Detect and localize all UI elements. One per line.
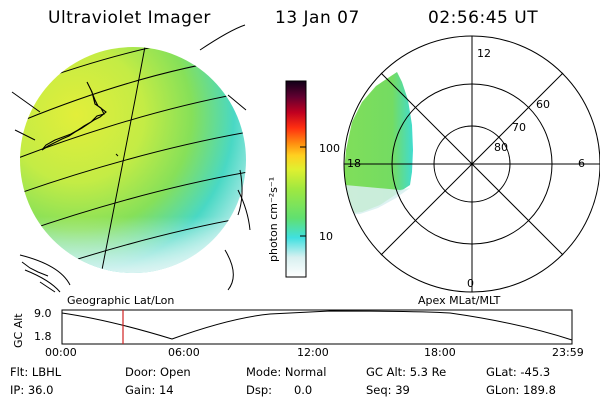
status-gc-alt: GC Alt: 5.3 Re [366,365,447,379]
status-mode: Mode: Normal [246,365,327,379]
time-label: 02:56:45 UT [428,8,539,28]
altitude-ytick-min: 1.8 [34,330,52,343]
status-seq: Seq: 39 [366,383,410,397]
mlt-label-18: 18 [347,157,361,170]
app-title: Ultraviolet Imager [48,8,211,28]
geographic-caption: Geographic Lat/Lon [67,294,175,307]
status-glon: GLon: 189.8 [486,383,556,397]
mlat-label-80: 80 [494,141,508,154]
geographic-image [11,24,251,293]
mlt-label-0: 0 [467,277,474,290]
coastline [41,81,107,151]
mlt-label-6: 6 [578,157,585,170]
apex-caption: Apex MLat/MLT [418,294,501,307]
date-label: 13 Jan 07 [275,8,360,28]
altitude-xtick: 00:00 [45,346,77,359]
status-ip: IP: 36.0 [10,383,54,397]
colorbar-tick-10: 10 [319,230,333,243]
altitude-xtick: 23:59 [552,346,584,359]
mlat-label-60: 60 [536,98,550,111]
status-dsp: Dsp: 0.0 [246,383,313,397]
colorbar-unit-label: photon cm⁻²s⁻¹ [267,176,280,262]
polar-image [343,35,600,293]
color-scale [285,80,307,278]
status-gain: Gain: 14 [125,383,174,397]
altitude-timeline [61,309,573,345]
status-filter: Flt: LBHL [10,365,62,379]
mlt-label-12: 12 [477,47,491,60]
status-glat: GLat: -45.3 [486,365,551,379]
altitude-xtick: 18:00 [424,346,456,359]
altitude-ylabel: GC Alt [12,313,25,348]
status-door: Door: Open [125,365,191,379]
colorbar-tick-100: 100 [319,142,340,155]
mlat-label-70: 70 [512,121,526,134]
altitude-ytick-max: 9.0 [34,307,52,320]
polar-grid [343,35,600,293]
altitude-xtick: 06:00 [168,346,200,359]
altitude-xtick: 12:00 [297,346,329,359]
